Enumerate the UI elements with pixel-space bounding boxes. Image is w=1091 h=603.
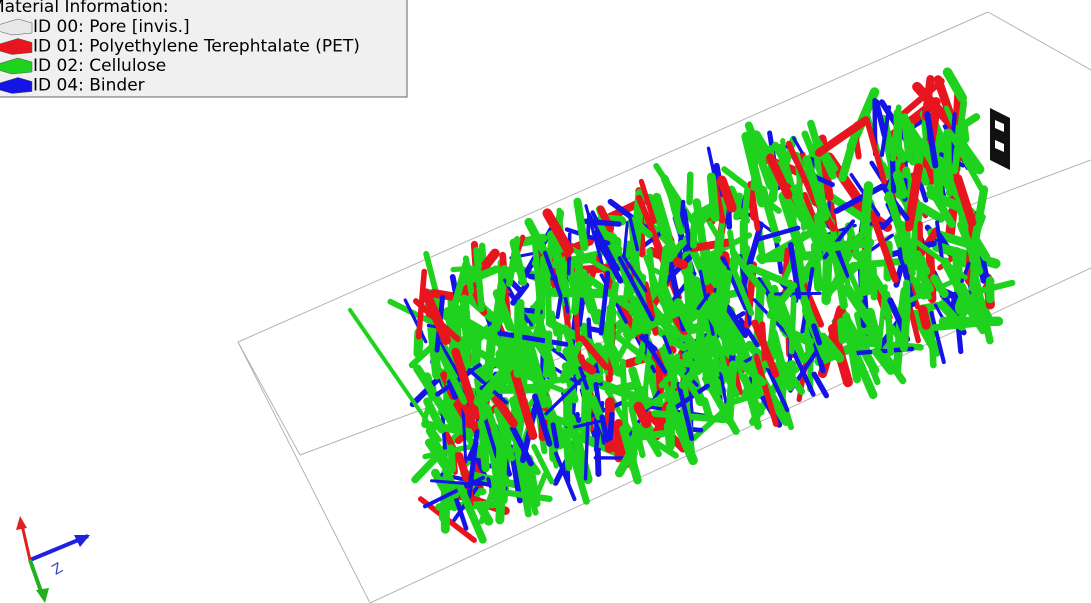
fiber	[776, 293, 820, 294]
x-arrow	[36, 588, 49, 603]
fiber	[580, 221, 619, 224]
fiber	[578, 202, 585, 247]
fiber	[639, 407, 647, 423]
fiber	[623, 362, 625, 422]
z-label: Z	[50, 560, 66, 579]
fiber	[948, 72, 963, 98]
fiber	[586, 423, 588, 478]
fiber	[729, 365, 733, 421]
legend-label: ID 02: Cellulose	[33, 56, 166, 76]
fiber	[744, 190, 748, 233]
viewer: Material Information: ID 00: Pore [invis…	[0, 0, 1091, 603]
fiber	[923, 310, 927, 325]
fiber	[905, 117, 909, 156]
fiber	[612, 285, 615, 305]
fiber	[475, 331, 477, 364]
fiber	[790, 365, 792, 386]
fiber	[718, 235, 720, 253]
fiber	[897, 175, 903, 194]
fiber	[500, 456, 503, 520]
fiber	[451, 448, 452, 469]
fiber	[518, 307, 519, 374]
y-arrow	[16, 516, 27, 530]
y-axis	[22, 525, 30, 560]
fiber	[464, 299, 467, 334]
fiber	[974, 189, 984, 245]
fiber	[514, 243, 524, 283]
fiber	[649, 251, 654, 295]
fiber	[873, 269, 874, 297]
fiber	[575, 253, 580, 311]
fiber	[870, 312, 876, 335]
fiber	[546, 334, 549, 375]
fiber	[865, 186, 869, 230]
fiber	[610, 415, 612, 439]
fiber	[495, 270, 505, 333]
fiber	[566, 440, 569, 467]
fiber	[753, 141, 757, 188]
fiber-structure	[350, 72, 1012, 540]
page: Material Information: ID 00: Pore [invis…	[0, 0, 1091, 603]
fiber	[841, 322, 843, 340]
fiber	[711, 177, 715, 217]
fiber	[815, 246, 818, 288]
fiber	[689, 175, 690, 202]
fiber	[494, 482, 496, 502]
view-cube	[990, 108, 1010, 170]
fiber	[798, 255, 802, 282]
legend-label: ID 00: Pore [invis.]	[33, 17, 190, 37]
axis-triad: Z	[16, 516, 90, 603]
fiber	[937, 222, 942, 258]
legend: Material Information: ID 00: Pore [invis…	[0, 0, 407, 97]
fiber	[904, 305, 907, 348]
fiber	[419, 272, 425, 337]
legend-title: Material Information:	[0, 0, 169, 17]
legend-label: ID 01: Polyethylene Terephtalate (PET)	[33, 37, 360, 57]
fiber	[662, 249, 667, 284]
legend-label: ID 04: Binder	[33, 76, 145, 96]
fiber	[926, 79, 931, 117]
fiber	[737, 196, 740, 217]
